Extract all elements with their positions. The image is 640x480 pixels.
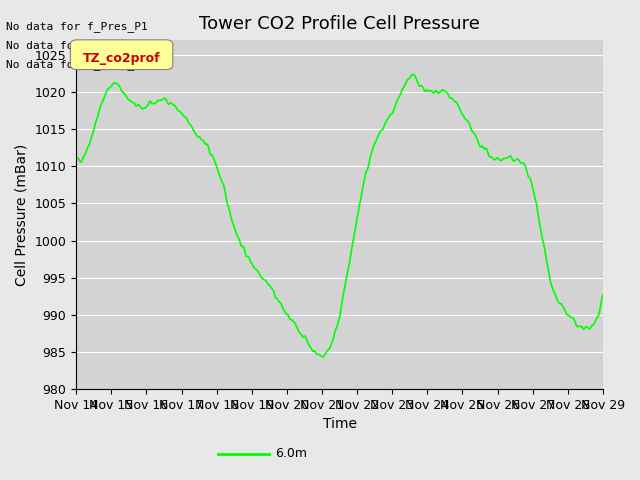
6.0m <box>372 137 380 143</box>
X-axis label: Time: Time <box>323 418 356 432</box>
Line: 6.0m: 6.0m <box>76 74 603 357</box>
Text: 6.0m: 6.0m <box>275 447 307 460</box>
Text: No data for f_Pres_P1: No data for f_Pres_P1 <box>6 21 148 32</box>
6.0m <box>307 344 314 350</box>
Y-axis label: Cell Pressure (mBar): Cell Pressure (mBar) <box>15 144 29 286</box>
6.0m <box>316 352 324 358</box>
6.0m <box>409 72 417 77</box>
6.0m <box>296 330 303 336</box>
Title: Tower CO2 Profile Cell Pressure: Tower CO2 Profile Cell Pressure <box>199 15 480 33</box>
6.0m <box>113 81 121 86</box>
6.0m <box>319 354 327 360</box>
6.0m <box>134 102 142 108</box>
Text: No data for f_Pres_P2: No data for f_Pres_P2 <box>6 40 148 51</box>
6.0m <box>72 154 80 160</box>
Text: No data for f_Pres_P4: No data for f_Pres_P4 <box>6 59 148 70</box>
6.0m <box>599 292 607 298</box>
Text: TZ_co2prof: TZ_co2prof <box>83 52 161 65</box>
